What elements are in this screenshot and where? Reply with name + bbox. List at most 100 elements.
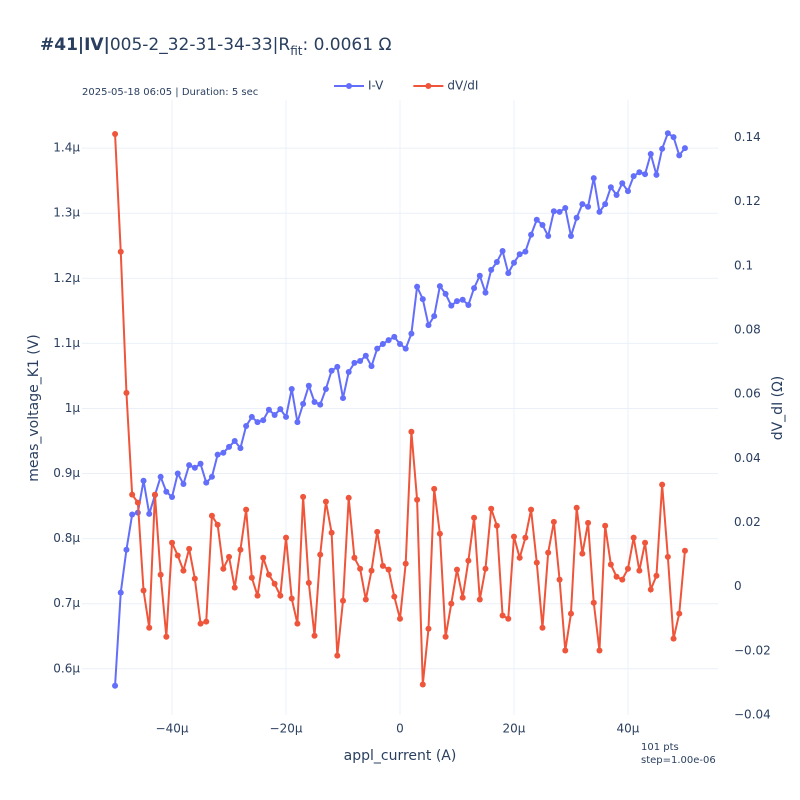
point bbox=[425, 322, 432, 329]
point bbox=[340, 597, 347, 604]
point bbox=[590, 599, 597, 606]
point bbox=[288, 385, 295, 392]
point bbox=[197, 460, 204, 467]
point bbox=[465, 557, 472, 564]
point bbox=[271, 580, 278, 587]
point bbox=[505, 270, 512, 277]
point bbox=[419, 681, 426, 688]
y2-tick-label: −0.02 bbox=[734, 643, 771, 657]
point bbox=[465, 302, 472, 308]
point bbox=[322, 498, 329, 505]
point bbox=[642, 539, 649, 546]
y-tick-label: 0.6µ bbox=[53, 661, 80, 675]
point bbox=[653, 171, 660, 178]
point bbox=[619, 180, 626, 187]
point bbox=[482, 565, 489, 572]
point bbox=[243, 506, 250, 513]
point bbox=[397, 615, 403, 622]
y-tick-label: 0.7µ bbox=[53, 596, 80, 610]
y-tick-label: 1.4µ bbox=[53, 141, 80, 155]
point bbox=[334, 363, 341, 370]
point bbox=[539, 624, 546, 631]
point bbox=[311, 398, 318, 405]
point bbox=[448, 600, 455, 607]
point bbox=[351, 554, 358, 561]
point bbox=[300, 400, 307, 407]
legend-label: I-V bbox=[368, 79, 384, 93]
legend: I-V dV/dI bbox=[334, 79, 478, 93]
point bbox=[414, 283, 421, 290]
point bbox=[431, 313, 438, 320]
point bbox=[659, 481, 666, 488]
point bbox=[602, 522, 609, 529]
point bbox=[562, 205, 569, 212]
point bbox=[334, 652, 341, 659]
point bbox=[351, 359, 358, 366]
point bbox=[368, 363, 375, 370]
point bbox=[431, 485, 438, 492]
point bbox=[414, 496, 421, 503]
annotation: step=1.00e-06 bbox=[641, 755, 716, 766]
point bbox=[157, 571, 164, 578]
point bbox=[117, 589, 124, 596]
point bbox=[169, 493, 176, 500]
point bbox=[402, 560, 409, 567]
point bbox=[385, 337, 392, 344]
x-axis-label: appl_current (A) bbox=[344, 748, 457, 764]
point bbox=[505, 615, 512, 622]
point bbox=[550, 518, 557, 525]
point bbox=[129, 511, 136, 518]
point bbox=[676, 152, 683, 159]
point bbox=[545, 233, 552, 240]
x-tick-label: 0 bbox=[396, 722, 404, 736]
point bbox=[528, 231, 535, 238]
point bbox=[453, 566, 460, 573]
point bbox=[328, 529, 335, 536]
point bbox=[522, 534, 529, 541]
y2-tick-label: 0.1 bbox=[734, 258, 753, 272]
point bbox=[362, 596, 369, 603]
point bbox=[510, 533, 517, 540]
x-tick-label: −40µ bbox=[156, 722, 189, 736]
point bbox=[613, 573, 620, 580]
point bbox=[163, 488, 170, 495]
point bbox=[596, 208, 603, 215]
point bbox=[573, 214, 580, 221]
point bbox=[499, 612, 506, 619]
point bbox=[562, 647, 569, 654]
point bbox=[208, 512, 215, 519]
point bbox=[436, 283, 443, 290]
point bbox=[231, 438, 238, 445]
point bbox=[459, 594, 466, 601]
point bbox=[163, 633, 170, 640]
point bbox=[499, 247, 506, 254]
title-bold: #41|IV| bbox=[40, 35, 110, 55]
point bbox=[243, 423, 250, 430]
point bbox=[482, 289, 489, 296]
point bbox=[391, 333, 398, 340]
point bbox=[231, 584, 238, 591]
point bbox=[453, 298, 460, 305]
point bbox=[670, 635, 677, 642]
point bbox=[317, 401, 324, 408]
point bbox=[516, 251, 523, 258]
point bbox=[357, 565, 364, 572]
point bbox=[624, 188, 631, 195]
point bbox=[294, 620, 301, 627]
point bbox=[368, 567, 375, 574]
point bbox=[476, 596, 483, 603]
point bbox=[516, 554, 523, 561]
point bbox=[442, 633, 449, 640]
point bbox=[436, 530, 443, 537]
point bbox=[488, 505, 495, 512]
point bbox=[533, 559, 540, 566]
point bbox=[567, 610, 574, 617]
point bbox=[226, 553, 233, 560]
title-sub: fit bbox=[290, 44, 303, 58]
point bbox=[260, 417, 267, 424]
point bbox=[277, 592, 284, 599]
point bbox=[647, 151, 654, 158]
point bbox=[186, 462, 193, 469]
point bbox=[379, 562, 386, 569]
